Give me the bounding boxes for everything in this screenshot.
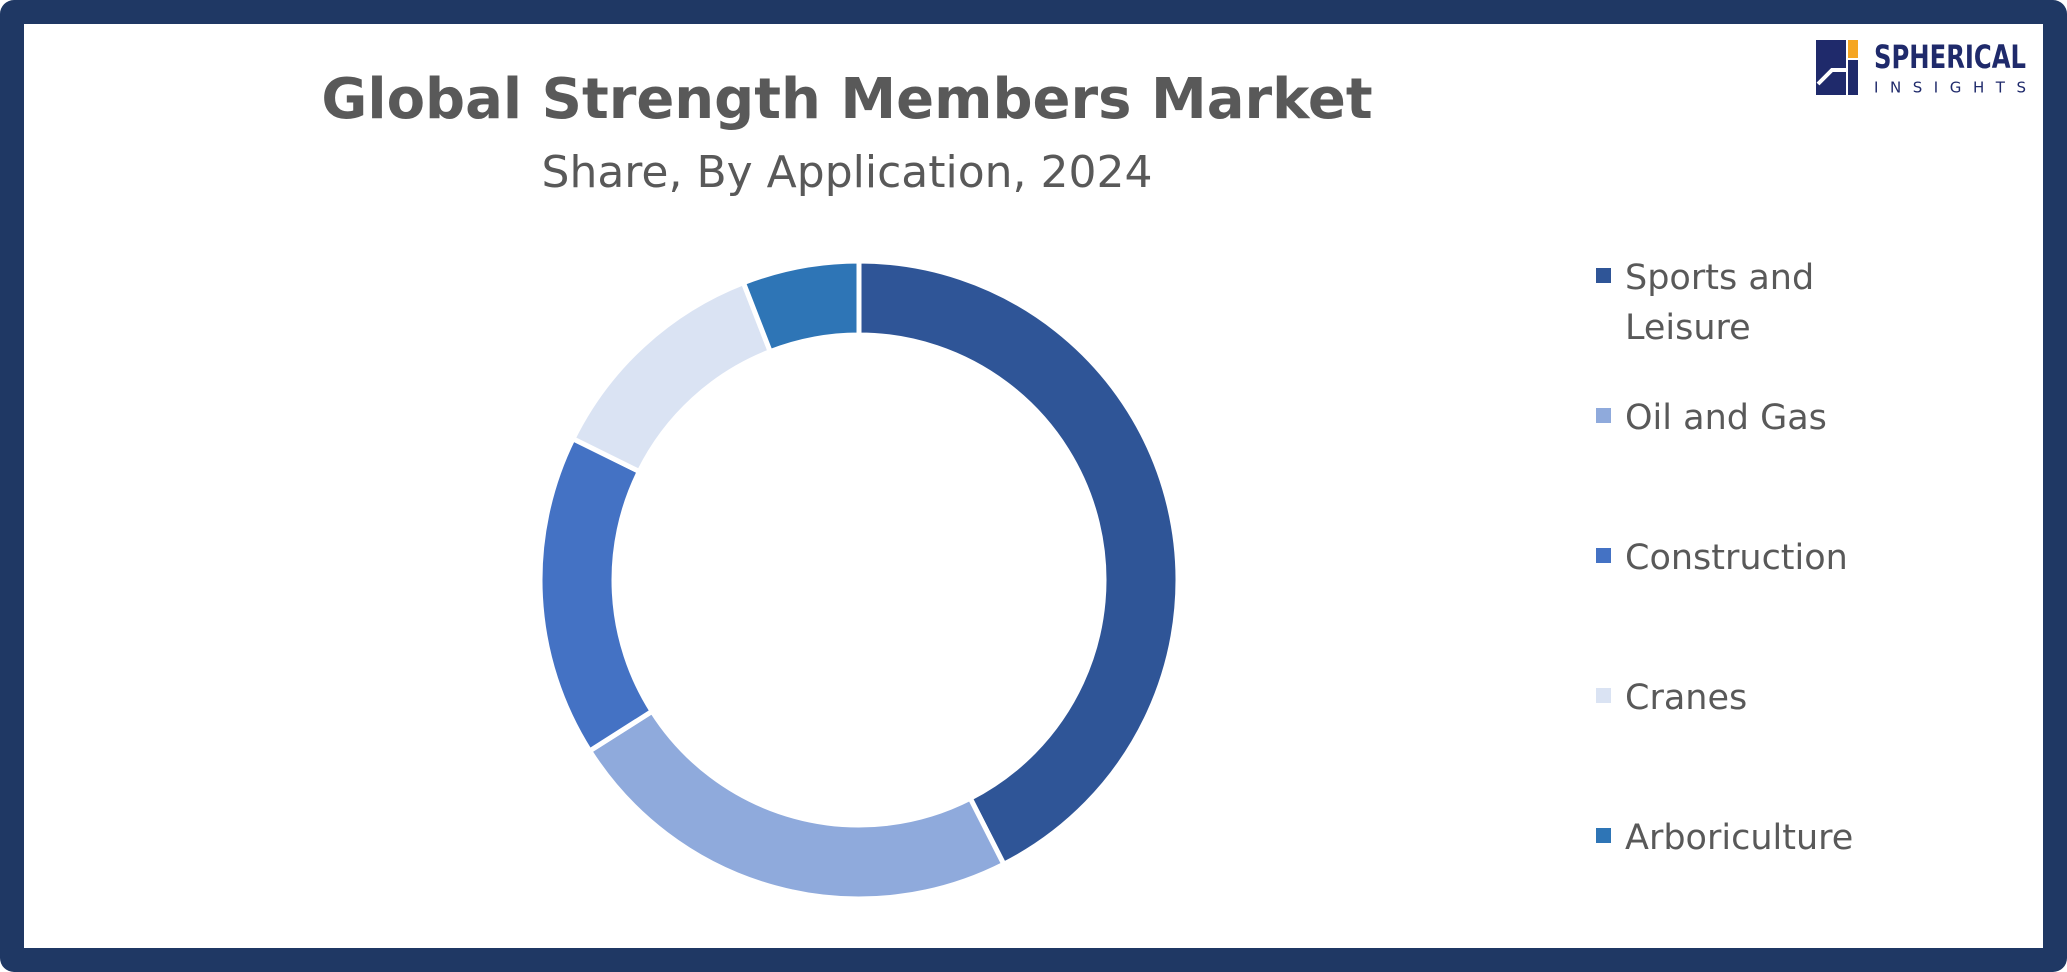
legend-swatch — [1596, 688, 1611, 703]
legend-swatch — [1596, 548, 1611, 563]
donut-slice — [569, 279, 774, 475]
donut-slice — [586, 707, 1008, 902]
donut-slice — [740, 258, 862, 355]
legend-item: Sports and Leisure — [1596, 253, 1876, 353]
logo-tagline: INSIGHTS — [1874, 79, 2026, 97]
logo-name: SPHERICAL — [1874, 38, 2026, 76]
legend-label: Cranes — [1625, 678, 1748, 718]
legend-label: Oil and Gas — [1625, 398, 1827, 438]
donut-slice — [856, 258, 1181, 868]
legend-swatch — [1596, 408, 1611, 423]
legend-item: Construction — [1596, 533, 1876, 583]
legend-label: Sports and Leisure — [1625, 258, 1815, 348]
logo: SPHERICAL INSIGHTS — [1816, 38, 2026, 97]
donut-slice — [537, 435, 656, 755]
logo-icon-mark — [1816, 68, 1846, 86]
chart-title: Global Strength Members Market — [321, 67, 1372, 132]
legend-swatch — [1596, 268, 1611, 283]
legend-item: Cranes — [1596, 673, 1876, 723]
legend-item: Arboriculture — [1596, 813, 1876, 863]
legend-item: Oil and Gas — [1596, 393, 1876, 443]
legend-label: Arboriculture — [1625, 818, 1854, 858]
chart-subtitle: Share, By Application, 2024 — [542, 147, 1153, 198]
logo-icon — [1848, 60, 1858, 95]
legend-label: Construction — [1625, 538, 1848, 578]
legend-swatch — [1596, 828, 1611, 843]
logo-icon — [1816, 40, 1846, 95]
logo-icon-accent — [1848, 40, 1858, 58]
